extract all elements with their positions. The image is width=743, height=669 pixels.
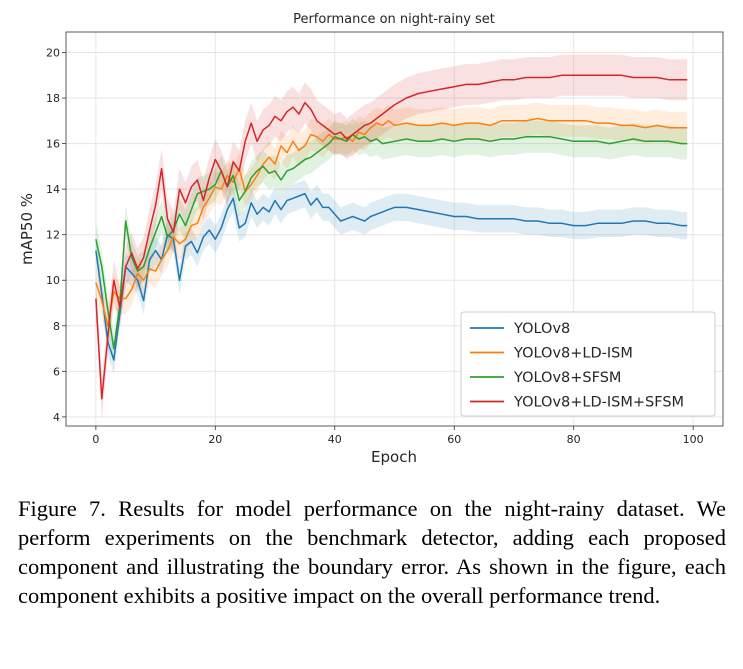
legend-label-2: YOLOv8+LD-ISM: [513, 346, 633, 362]
y-axis-label: mAP50 %: [18, 193, 36, 265]
x-tick-label: 20: [208, 433, 222, 446]
figure-caption: Figure 7. Results for model performance …: [18, 496, 726, 608]
x-tick-label: 100: [683, 433, 704, 446]
series-line-4: [95, 74, 688, 400]
x-tick-label: 0: [92, 433, 99, 446]
x-tick-label: 80: [567, 433, 581, 446]
y-tick-label: 12: [46, 229, 60, 242]
y-tick-label: 18: [46, 92, 60, 105]
legend: YOLOv8 YOLOv8+LD-ISM YOLOv8+SFSM YOLOv8+LD-…: [460, 311, 716, 417]
legend-box: [460, 311, 716, 417]
legend-label-4: YOLOv8+LD-ISM+SFSM: [513, 395, 684, 411]
legend-label-3: YOLOv8+SFSM: [513, 370, 621, 386]
y-tick-label: 16: [46, 138, 60, 151]
x-axis-label: Epoch: [371, 448, 417, 466]
plot-frame: [65, 31, 724, 427]
y-tick-label: 14: [46, 183, 60, 196]
band-1: [95, 180, 688, 374]
series-line-1: [95, 192, 688, 361]
chart-title: Performance on night-rainy set: [293, 12, 495, 27]
y-tick-label: 10: [46, 274, 60, 287]
band-3: [95, 118, 688, 365]
series-line-3: [95, 133, 688, 350]
legend-label-1: YOLOv8: [513, 321, 570, 337]
y-tick-label: 8: [53, 320, 60, 333]
y-tick-label: 6: [53, 365, 60, 378]
x-tick-label: 40: [328, 433, 342, 446]
axes: 0 20 40 60 80 100 4 6 8 10 12 14 16 18 20: [46, 31, 724, 446]
series-lines: [95, 74, 688, 400]
line-chart: 0 20 40 60 80 100 4 6 8 10 12 14 16 18 20 Performance …: [18, 12, 724, 466]
series-line-2: [95, 117, 688, 327]
chart-figure: 0 20 40 60 80 100 4 6 8 10 12 14 16 18 20 Performance …: [18, 12, 724, 466]
band-2: [95, 102, 688, 342]
grid: [66, 32, 723, 426]
y-tick-label: 20: [46, 46, 60, 59]
y-tick-label: 4: [53, 411, 60, 424]
x-tick-label: 60: [447, 433, 461, 446]
